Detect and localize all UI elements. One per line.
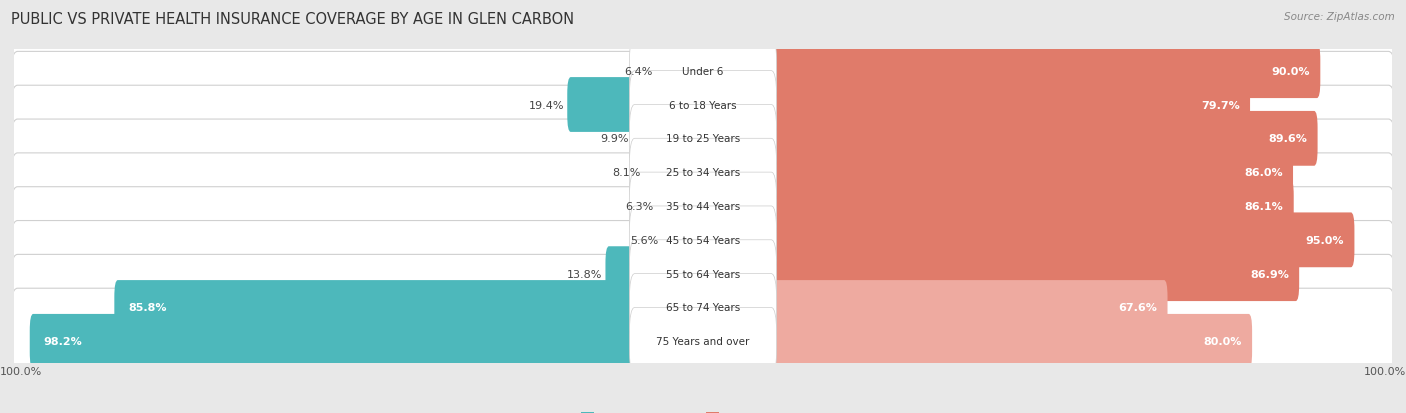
FancyBboxPatch shape xyxy=(630,173,776,240)
FancyBboxPatch shape xyxy=(700,213,1354,268)
Text: 79.7%: 79.7% xyxy=(1201,100,1240,110)
FancyBboxPatch shape xyxy=(700,145,1294,200)
FancyBboxPatch shape xyxy=(630,308,776,375)
FancyBboxPatch shape xyxy=(630,240,776,308)
Text: 8.1%: 8.1% xyxy=(613,168,641,178)
FancyBboxPatch shape xyxy=(630,274,776,342)
FancyBboxPatch shape xyxy=(10,255,1396,361)
Text: 98.2%: 98.2% xyxy=(44,337,82,347)
FancyBboxPatch shape xyxy=(700,179,1294,234)
FancyBboxPatch shape xyxy=(10,52,1396,158)
FancyBboxPatch shape xyxy=(661,213,706,268)
Text: 45 to 54 Years: 45 to 54 Years xyxy=(666,235,740,245)
FancyBboxPatch shape xyxy=(606,247,706,301)
Legend: Public Insurance, Private Insurance: Public Insurance, Private Insurance xyxy=(576,408,830,413)
FancyBboxPatch shape xyxy=(657,179,706,234)
Text: 95.0%: 95.0% xyxy=(1306,235,1344,245)
FancyBboxPatch shape xyxy=(630,71,776,139)
FancyBboxPatch shape xyxy=(630,38,776,105)
FancyBboxPatch shape xyxy=(700,44,1320,99)
Text: 19.4%: 19.4% xyxy=(529,100,564,110)
FancyBboxPatch shape xyxy=(700,314,1253,369)
Text: 55 to 64 Years: 55 to 64 Years xyxy=(666,269,740,279)
FancyBboxPatch shape xyxy=(700,112,1317,166)
FancyBboxPatch shape xyxy=(30,314,706,369)
FancyBboxPatch shape xyxy=(10,120,1396,226)
Text: 6 to 18 Years: 6 to 18 Years xyxy=(669,100,737,110)
Text: 6.4%: 6.4% xyxy=(624,66,652,76)
FancyBboxPatch shape xyxy=(644,145,706,200)
Text: 67.6%: 67.6% xyxy=(1118,303,1157,313)
FancyBboxPatch shape xyxy=(10,221,1396,327)
FancyBboxPatch shape xyxy=(630,139,776,206)
FancyBboxPatch shape xyxy=(10,86,1396,192)
Text: PUBLIC VS PRIVATE HEALTH INSURANCE COVERAGE BY AGE IN GLEN CARBON: PUBLIC VS PRIVATE HEALTH INSURANCE COVER… xyxy=(11,12,575,27)
Text: 19 to 25 Years: 19 to 25 Years xyxy=(666,134,740,144)
FancyBboxPatch shape xyxy=(567,78,706,133)
Text: 75 Years and over: 75 Years and over xyxy=(657,337,749,347)
Text: 86.1%: 86.1% xyxy=(1244,202,1284,211)
FancyBboxPatch shape xyxy=(700,280,1167,335)
Text: 25 to 34 Years: 25 to 34 Years xyxy=(666,168,740,178)
FancyBboxPatch shape xyxy=(10,187,1396,293)
Text: 80.0%: 80.0% xyxy=(1204,337,1241,347)
Text: 90.0%: 90.0% xyxy=(1271,66,1310,76)
Text: 65 to 74 Years: 65 to 74 Years xyxy=(666,303,740,313)
Text: 13.8%: 13.8% xyxy=(567,269,602,279)
FancyBboxPatch shape xyxy=(700,78,1250,133)
Text: 86.9%: 86.9% xyxy=(1250,269,1289,279)
FancyBboxPatch shape xyxy=(10,154,1396,259)
Text: 9.9%: 9.9% xyxy=(600,134,628,144)
FancyBboxPatch shape xyxy=(657,44,706,99)
Text: 86.0%: 86.0% xyxy=(1244,168,1282,178)
FancyBboxPatch shape xyxy=(10,19,1396,124)
FancyBboxPatch shape xyxy=(114,280,706,335)
Text: Source: ZipAtlas.com: Source: ZipAtlas.com xyxy=(1284,12,1395,22)
Text: 89.6%: 89.6% xyxy=(1268,134,1308,144)
FancyBboxPatch shape xyxy=(633,112,706,166)
FancyBboxPatch shape xyxy=(700,247,1299,301)
Text: 85.8%: 85.8% xyxy=(128,303,166,313)
FancyBboxPatch shape xyxy=(630,206,776,274)
Text: 5.6%: 5.6% xyxy=(630,235,658,245)
FancyBboxPatch shape xyxy=(630,105,776,173)
Text: 6.3%: 6.3% xyxy=(624,202,654,211)
FancyBboxPatch shape xyxy=(10,289,1396,394)
Text: Under 6: Under 6 xyxy=(682,66,724,76)
Text: 35 to 44 Years: 35 to 44 Years xyxy=(666,202,740,211)
